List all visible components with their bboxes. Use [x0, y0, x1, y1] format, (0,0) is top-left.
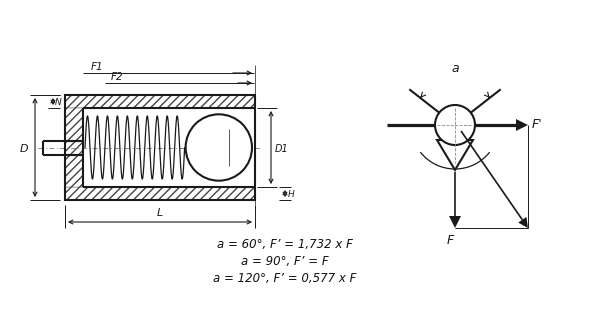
Text: D: D	[19, 145, 28, 155]
Text: F2: F2	[111, 72, 124, 82]
Polygon shape	[516, 119, 528, 131]
Text: D1: D1	[275, 145, 289, 155]
Text: a = 90°, F’ = F: a = 90°, F’ = F	[241, 255, 329, 268]
Text: F1: F1	[91, 62, 104, 72]
Bar	[65, 95, 255, 108]
Text: L: L	[157, 208, 163, 218]
Text: F: F	[446, 234, 454, 247]
Circle shape	[185, 114, 252, 181]
Bar	[65, 108, 83, 187]
Bar	[65, 187, 255, 200]
Text: F': F'	[532, 118, 542, 132]
Text: N: N	[55, 98, 62, 107]
Polygon shape	[518, 217, 528, 228]
Polygon shape	[437, 140, 473, 170]
Text: a = 120°, F’ = 0,577 x F: a = 120°, F’ = 0,577 x F	[214, 272, 356, 285]
Text: H: H	[288, 190, 295, 199]
Circle shape	[435, 105, 475, 145]
Text: a = 60°, F’ = 1,732 x F: a = 60°, F’ = 1,732 x F	[217, 238, 353, 251]
Text: a: a	[451, 62, 459, 75]
Bar	[65, 95, 255, 200]
Polygon shape	[449, 216, 461, 228]
